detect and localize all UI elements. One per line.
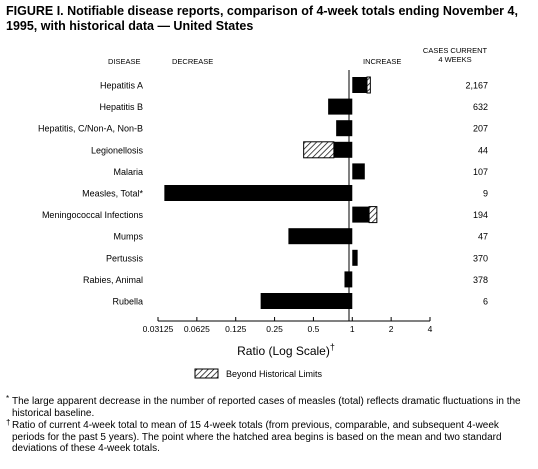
beyond-limits-segment — [303, 141, 335, 159]
chart-rows: Hepatitis A 2,167 Hepatitis B 632 Hepatitis,… — [38, 76, 488, 309]
cases-count: 47 — [478, 232, 488, 242]
ratio-bar — [352, 77, 367, 93]
disease-label: Hepatitis A — [100, 81, 143, 91]
disease-row: Malaria 107 — [113, 163, 488, 180]
x-tick-label: 0.25 — [266, 324, 283, 334]
disease-label: Legionellosis — [91, 145, 144, 155]
legend-label: Beyond Historical Limits — [226, 369, 323, 379]
footnotes: * The large apparent decrease in the numb… — [6, 394, 532, 456]
cases-count: 370 — [473, 253, 488, 263]
ratio-bar — [333, 141, 353, 158]
disease-label: Malaria — [113, 167, 143, 177]
cases-count: 207 — [473, 124, 488, 134]
disease-row: Hepatitis B 632 — [99, 98, 488, 115]
footnote-measles: * The large apparent decrease in the numb… — [6, 394, 532, 419]
disease-label: Measles, Total* — [82, 189, 143, 199]
x-tick-label: 0.0625 — [184, 324, 210, 334]
x-tick-label: 0.125 — [225, 324, 247, 334]
header-cases: CASES CURRENT 4 WEEKS — [423, 46, 488, 64]
disease-label: Mumps — [113, 232, 143, 242]
disease-label: Hepatitis, C/Non-A, Non-B — [38, 124, 143, 134]
cases-count: 6 — [483, 297, 488, 307]
disease-row: Meningococcal Infections 194 — [42, 206, 488, 224]
disease-row: Hepatitis, C/Non-A, Non-B 207 — [38, 120, 488, 137]
x-tick-label: 0.03125 — [143, 324, 174, 334]
cases-count: 9 — [483, 189, 488, 199]
disease-row: Pertussis 370 — [106, 249, 488, 266]
disease-label: Pertussis — [106, 253, 144, 263]
cases-count: 2,167 — [465, 81, 488, 91]
cases-count: 632 — [473, 102, 488, 112]
ratio-bar — [164, 185, 353, 201]
header-disease: DISEASE — [108, 57, 141, 66]
ratio-bar — [344, 271, 353, 288]
beyond-limits-segment — [368, 206, 378, 224]
disease-row: Legionellosis 44 — [91, 141, 488, 159]
figure-title: FIGURE I. Notifiable disease reports, co… — [6, 4, 518, 33]
disease-row: Rabies, Animal 378 — [83, 271, 488, 288]
ratio-bar — [352, 249, 358, 266]
disease-row: Mumps 47 — [113, 228, 488, 245]
footnote-text: Ratio of current 4-week total to mean of… — [12, 420, 502, 454]
ratio-bar — [328, 98, 353, 115]
footnote-text: The large apparent decrease in the numbe… — [12, 396, 521, 419]
cases-count: 107 — [473, 167, 488, 177]
x-tick-label: 0.5 — [308, 324, 320, 334]
ratio-bar — [352, 206, 370, 223]
disease-label: Hepatitis B — [99, 102, 143, 112]
cases-count: 378 — [473, 275, 488, 285]
ratio-bar — [336, 120, 353, 137]
header-decrease: DECREASE — [172, 57, 213, 66]
footnote-mark: * — [6, 394, 10, 403]
footnote-ratio: † Ratio of current 4-week total to mean o… — [6, 418, 532, 455]
x-tick-label: 2 — [389, 324, 394, 334]
ratio-bar — [260, 293, 353, 309]
ratio-bar — [288, 228, 353, 245]
beyond-limits-segment — [366, 76, 371, 94]
cases-count: 44 — [478, 145, 488, 155]
disease-row: Hepatitis A 2,167 — [100, 76, 488, 94]
disease-row: Measles, Total* 9 — [82, 185, 488, 201]
disease-label: Rabies, Animal — [83, 275, 143, 285]
legend-swatch — [194, 368, 219, 379]
chart: DISEASE DECREASE INCREASE CASES CURRENT 4… — [38, 46, 488, 379]
disease-label: Rubella — [112, 297, 143, 307]
footnote-mark: † — [6, 418, 11, 427]
disease-label: Meningococcal Infections — [42, 210, 144, 220]
disease-row: Rubella 6 — [112, 293, 488, 309]
x-tick-label: 4 — [428, 324, 433, 334]
x-tick-label: 1 — [350, 324, 355, 334]
x-axis-ticks: 0.03125 0.0625 0.125 0.25 0.5 1 2 4 — [143, 317, 433, 334]
ratio-bar — [352, 163, 365, 180]
cases-count: 194 — [473, 210, 488, 220]
x-axis-label: Ratio (Log Scale)† — [237, 342, 335, 358]
header-increase: INCREASE — [363, 57, 401, 66]
